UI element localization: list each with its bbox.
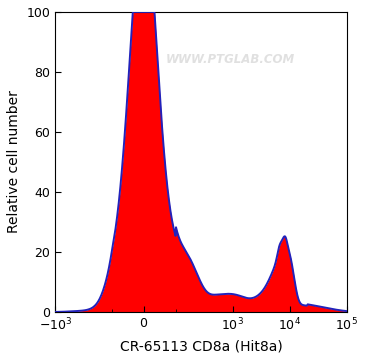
Y-axis label: Relative cell number: Relative cell number xyxy=(7,91,21,233)
X-axis label: CR-65113 CD8a (Hit8a): CR-65113 CD8a (Hit8a) xyxy=(120,339,282,353)
Text: WWW.PTGLAB.COM: WWW.PTGLAB.COM xyxy=(165,53,295,67)
